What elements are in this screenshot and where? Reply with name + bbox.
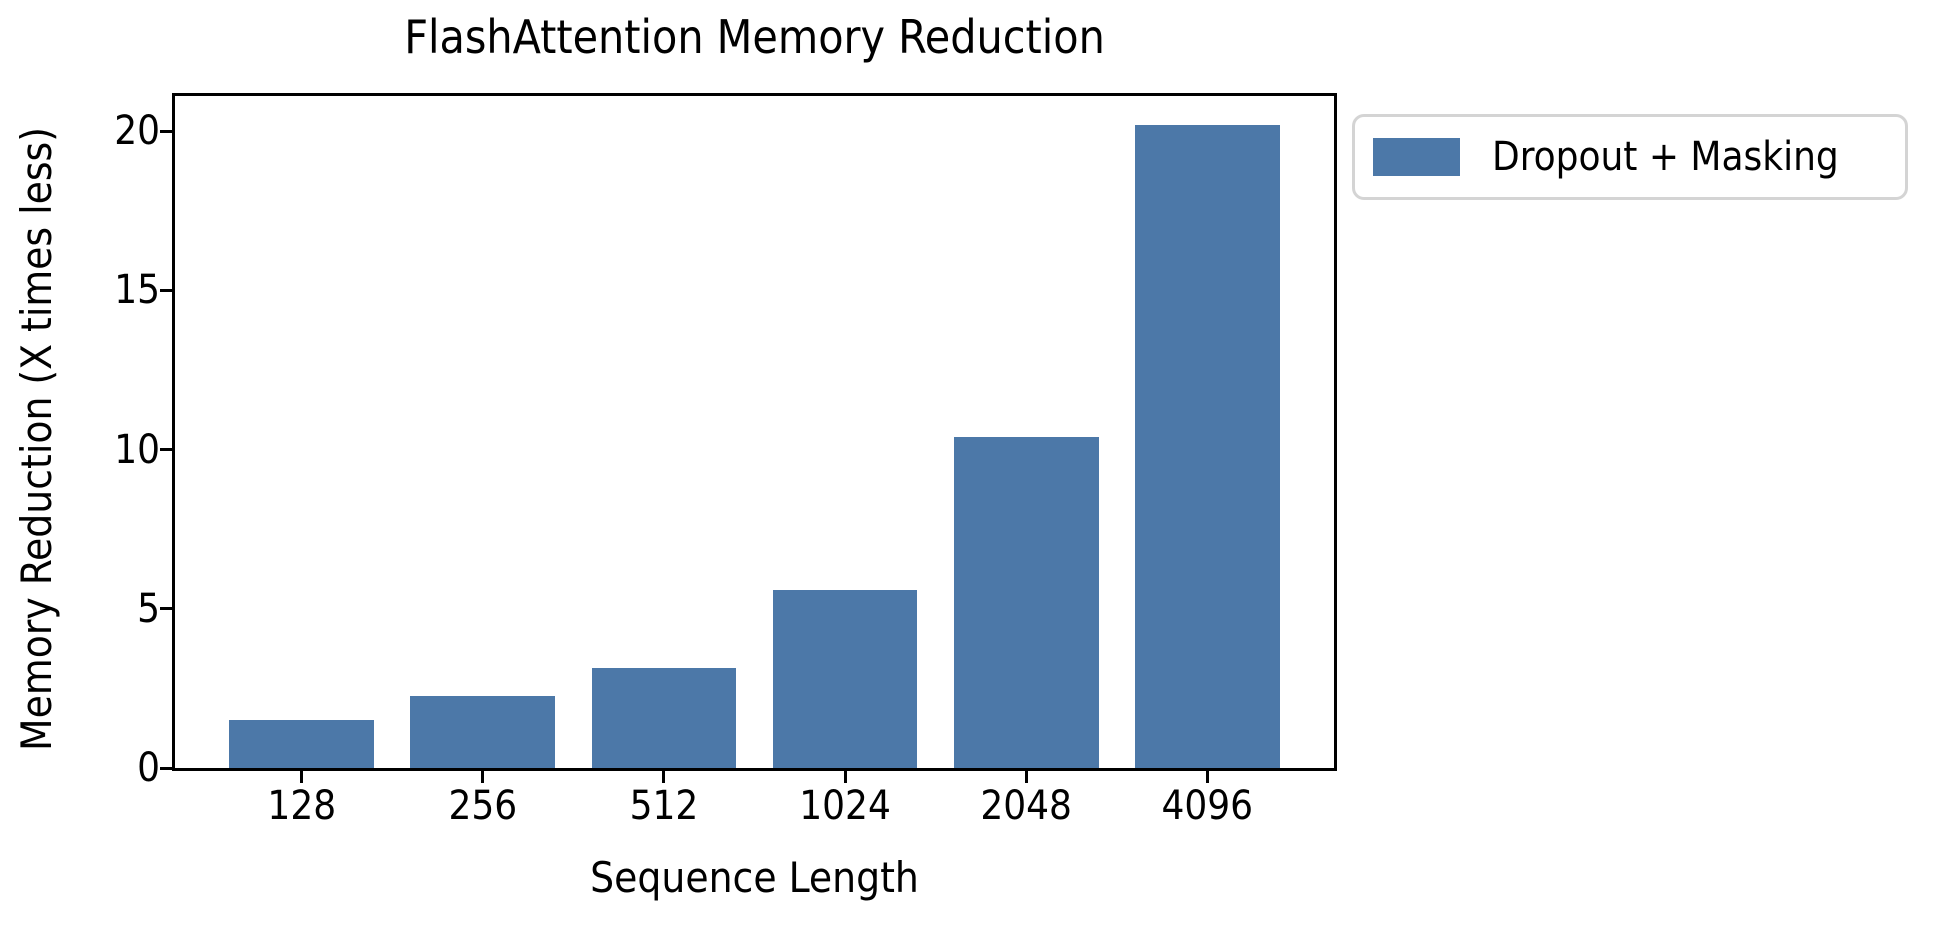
y-tick-label: 20 [114,108,160,155]
bar-4096 [1134,124,1280,768]
y-tick-label: 5 [137,585,160,632]
y-axis-label: Memory Reduction (X times less) [12,127,61,751]
x-tick-mark [1205,771,1209,783]
y-tick-label: 10 [114,426,160,473]
x-tick-label: 512 [629,783,699,829]
x-tick-label: 128 [267,783,337,829]
chart-title: FlashAttention Memory Reduction [404,10,1105,64]
bar-256 [410,696,556,768]
x-tick-label: 1024 [799,783,891,829]
bar-512 [591,667,737,768]
legend-item-label: Dropout + Masking [1492,134,1839,180]
bar-128 [229,720,375,768]
y-tick-mark [160,288,172,292]
y-tick-mark [160,766,172,770]
y-tick-label: 15 [114,267,160,314]
plot-area: 0 5 10 15 20 128 256 512 1024 2048 4096 [114,93,1337,826]
y-tick-mark [160,607,172,611]
bar-2048 [953,436,1099,768]
x-tick-mark [300,771,304,783]
legend-swatch-icon [1373,138,1460,176]
y-tick-mark [160,129,172,133]
x-tick-mark [843,771,847,783]
x-axis-label: Sequence Length [590,853,919,902]
y-tick-label: 0 [137,745,160,791]
x-tick-label: 256 [448,783,518,829]
y-tick-mark [160,448,172,452]
x-tick-label: 2048 [980,783,1072,829]
x-tick-mark [1024,771,1028,783]
bar-1024 [772,589,918,768]
legend: Dropout + Masking [1352,114,1908,200]
x-tick-mark [481,771,485,783]
x-tick-mark [662,771,666,783]
x-tick-label: 4096 [1161,783,1254,829]
